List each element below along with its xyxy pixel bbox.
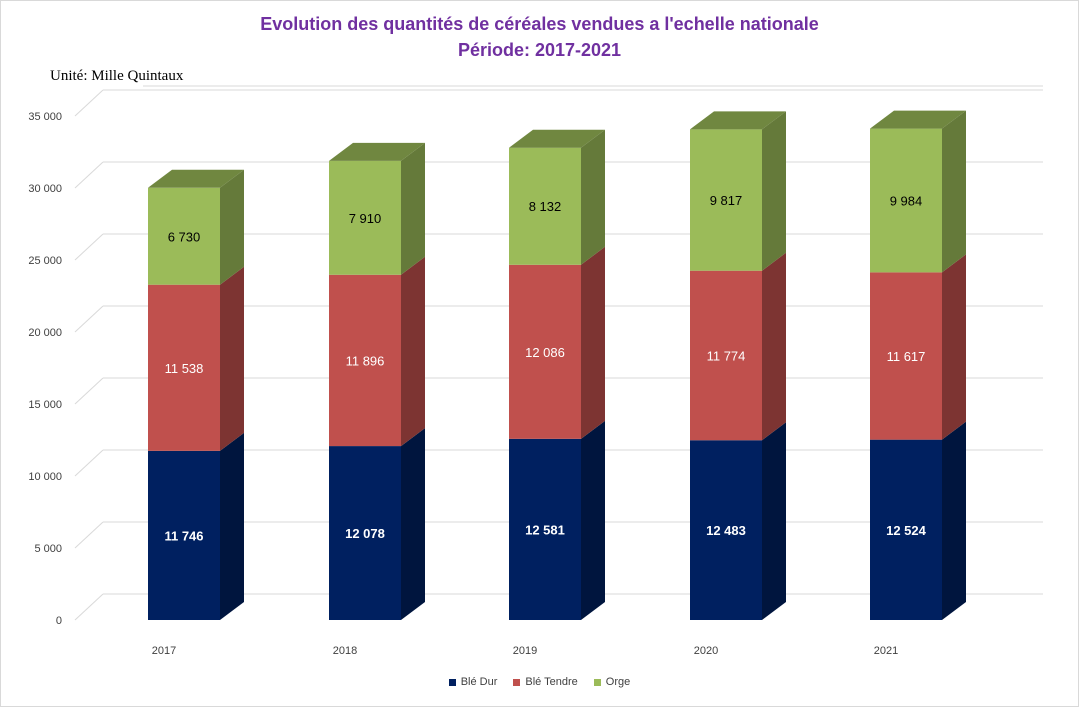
bar-segment bbox=[148, 187, 220, 285]
y-tick-label: 20 000 bbox=[28, 327, 62, 339]
bar-side bbox=[581, 420, 605, 620]
legend-label: Blé Dur bbox=[460, 676, 498, 688]
y-tick-label: 0 bbox=[56, 615, 62, 627]
data-label: 12 524 bbox=[886, 523, 927, 538]
data-label: 8 132 bbox=[529, 199, 562, 214]
legend-item-orge: Orge bbox=[593, 676, 631, 688]
chart-subtitle: Période: 2017-2021 bbox=[457, 40, 622, 60]
data-label: 12 086 bbox=[525, 345, 565, 360]
bar-top bbox=[509, 129, 605, 148]
bar-segment bbox=[509, 438, 581, 620]
data-label: 12 581 bbox=[525, 522, 565, 537]
bar-side bbox=[401, 142, 425, 275]
bar-segment bbox=[329, 446, 401, 620]
gridline-diagonal bbox=[74, 233, 104, 261]
bar-top bbox=[690, 111, 786, 130]
gridline-diagonal bbox=[74, 593, 104, 621]
bar-top bbox=[148, 169, 244, 188]
data-label: 11 896 bbox=[346, 353, 385, 368]
legend-item-ble-dur: Blé Dur bbox=[448, 676, 498, 688]
legend-item-ble-tendre: Blé Tendre bbox=[513, 676, 578, 688]
legend-swatch bbox=[448, 678, 456, 686]
bar-side bbox=[220, 266, 244, 451]
data-label: 12 078 bbox=[345, 526, 385, 541]
x-tick-label: 2021 bbox=[874, 645, 898, 657]
gridline-diagonal bbox=[74, 449, 104, 477]
bar-segment bbox=[509, 264, 581, 439]
bar-side bbox=[762, 252, 786, 441]
bar-side bbox=[942, 421, 966, 620]
y-tick-label: 10 000 bbox=[28, 471, 62, 483]
bar-side bbox=[401, 428, 425, 620]
bar-side bbox=[942, 110, 966, 273]
bar-side bbox=[762, 422, 786, 620]
y-tick-label: 30 000 bbox=[28, 183, 62, 195]
chart-title: Evolution des quantités de céréales vend… bbox=[260, 14, 819, 34]
data-label: 9 984 bbox=[890, 193, 923, 208]
x-tick-label: 2020 bbox=[694, 645, 718, 657]
y-tick-label: 25 000 bbox=[28, 255, 62, 267]
bar-segment bbox=[329, 274, 401, 447]
bar-segment bbox=[690, 129, 762, 271]
bar-segment bbox=[148, 450, 220, 620]
x-tick-label: 2017 bbox=[152, 645, 176, 657]
data-label: 9 817 bbox=[710, 193, 743, 208]
data-label: 11 774 bbox=[707, 348, 746, 363]
y-tick-label: 15 000 bbox=[28, 399, 62, 411]
legend-label: Blé Tendre bbox=[525, 676, 578, 688]
bar-side bbox=[220, 169, 244, 285]
bar-segment bbox=[148, 284, 220, 451]
legend-label: Orge bbox=[605, 676, 631, 688]
bar-segment bbox=[870, 128, 942, 273]
data-label: 11 617 bbox=[887, 349, 926, 364]
data-label: 11 746 bbox=[164, 528, 203, 543]
data-label: 12 483 bbox=[706, 523, 746, 538]
x-tick-label: 2018 bbox=[333, 645, 357, 657]
bar-top bbox=[870, 110, 966, 129]
gridline-diagonal bbox=[74, 521, 104, 549]
gridline-diagonal bbox=[74, 161, 104, 189]
bar-side bbox=[762, 111, 786, 271]
gridline-diagonal bbox=[74, 377, 104, 405]
bar-side bbox=[401, 256, 425, 447]
bar-side bbox=[581, 246, 605, 439]
bar-side bbox=[581, 129, 605, 265]
bar-segment bbox=[690, 270, 762, 441]
bar-segment bbox=[870, 439, 942, 620]
bar-side bbox=[942, 254, 966, 440]
y-tick-label: 5 000 bbox=[34, 543, 62, 555]
bar-top bbox=[329, 142, 425, 161]
legend-swatch bbox=[513, 678, 521, 686]
y-tick-label: 35 000 bbox=[28, 111, 62, 123]
bar-segment bbox=[509, 147, 581, 265]
bar-segment bbox=[870, 272, 942, 440]
bar-segment bbox=[329, 160, 401, 275]
bar-side bbox=[220, 432, 244, 620]
data-label: 7 910 bbox=[349, 211, 382, 226]
legend-swatch bbox=[593, 678, 601, 686]
data-label: 11 538 bbox=[165, 361, 204, 376]
x-tick-label: 2019 bbox=[513, 645, 537, 657]
gridline-diagonal bbox=[74, 89, 104, 117]
chart-legend: Blé Dur Blé Tendre Orge bbox=[0, 676, 1079, 688]
gridline-diagonal bbox=[74, 305, 104, 333]
data-label: 6 730 bbox=[168, 229, 201, 244]
bar-segment bbox=[690, 440, 762, 620]
unit-note: Unité: Mille Quintaux bbox=[50, 68, 184, 84]
